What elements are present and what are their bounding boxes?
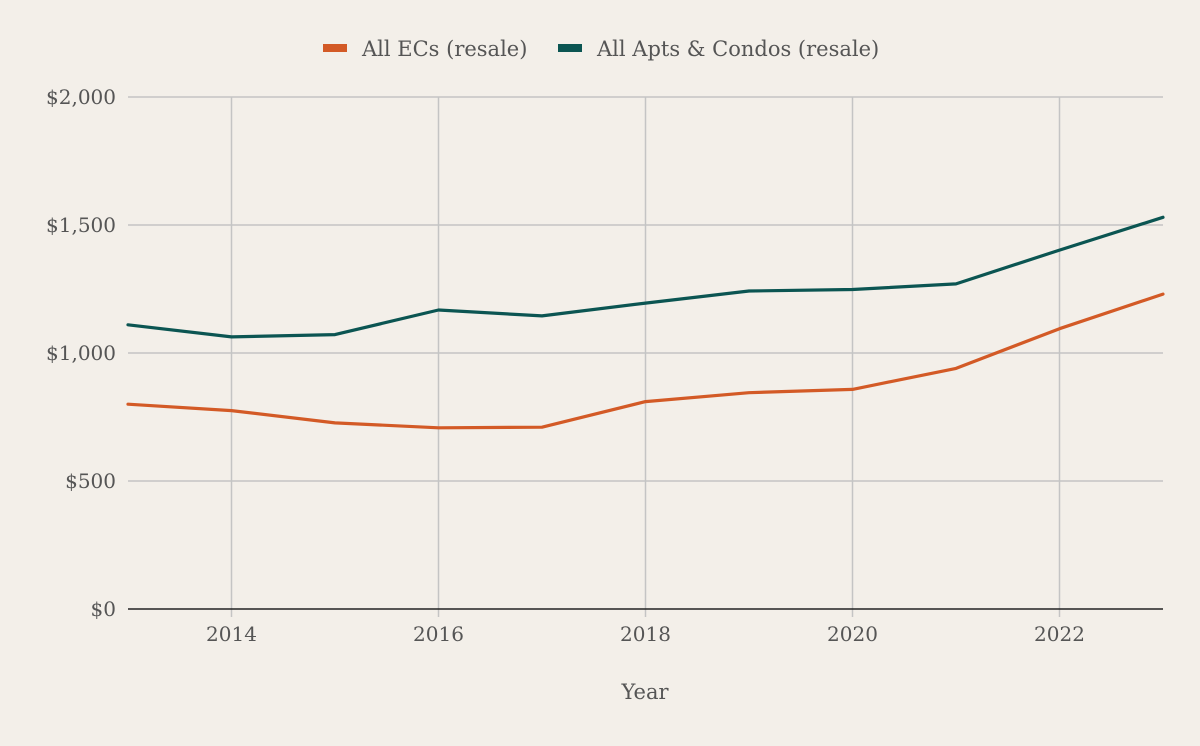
x-tick-label: 2020 (827, 622, 878, 646)
legend-label: All ECs (resale) (361, 37, 527, 61)
x-tick-label: 2022 (1034, 622, 1085, 646)
x-axis-tick-labels: 2014 2016 2018 2020 2022 (206, 622, 1085, 646)
x-tick-label: 2016 (413, 622, 464, 646)
y-tick-label: $0 (91, 597, 116, 621)
series-line-1 (126, 215, 1165, 339)
legend-label: All Apts & Condos (resale) (596, 37, 879, 61)
y-tick-label: $2,000 (46, 85, 116, 109)
legend: All ECs (resale) All Apts & Condos (resal… (323, 37, 879, 61)
series-line-0 (126, 292, 1165, 430)
y-tick-label: $1,000 (46, 341, 116, 365)
x-axis-title: Year (620, 680, 669, 704)
legend-swatch (323, 44, 347, 52)
y-axis-tick-labels: $0 $500 $1,000 $1,500 $2,000 (46, 85, 116, 621)
x-tick-label: 2018 (620, 622, 671, 646)
y-tick-label: $1,500 (46, 213, 116, 237)
grid-lines (128, 96, 1163, 617)
x-tick-label: 2014 (206, 622, 257, 646)
y-tick-label: $500 (65, 469, 116, 493)
series-lines (126, 215, 1165, 430)
legend-swatch (558, 44, 582, 52)
